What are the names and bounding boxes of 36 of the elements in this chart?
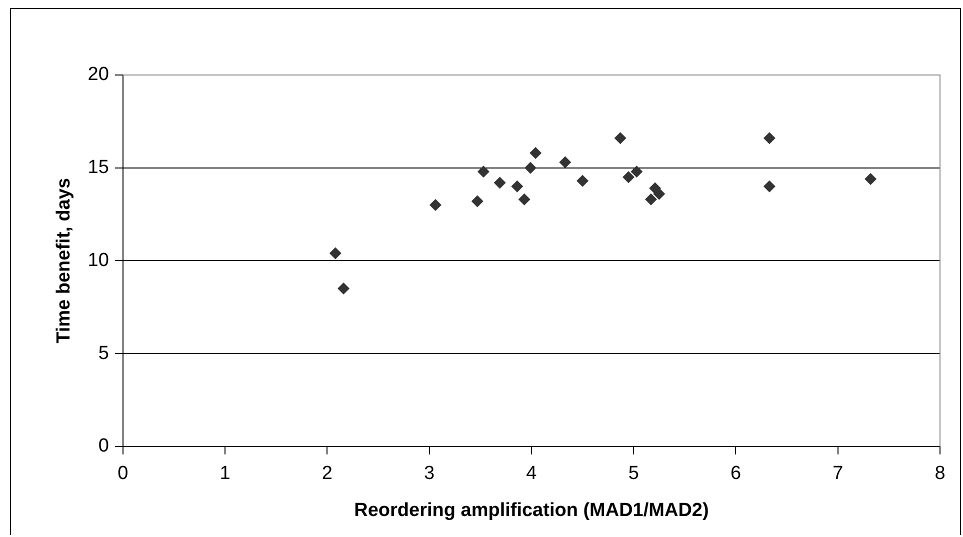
point bbox=[494, 176, 506, 189]
point bbox=[559, 156, 572, 168]
point bbox=[630, 166, 643, 178]
x-axis-title: Reordering amplification (MAD1/MAD2) bbox=[354, 500, 709, 521]
point bbox=[477, 166, 490, 178]
x-tick-label: 5 bbox=[628, 463, 639, 484]
point bbox=[329, 247, 342, 260]
point bbox=[653, 188, 666, 200]
x-tick-label: 6 bbox=[730, 463, 742, 484]
point bbox=[524, 162, 536, 174]
point bbox=[864, 172, 877, 185]
point bbox=[530, 146, 542, 159]
x-tick-label: 8 bbox=[934, 463, 946, 484]
y-tick-label: 20 bbox=[88, 64, 109, 86]
point bbox=[518, 193, 530, 206]
x-tick-label: 0 bbox=[118, 463, 128, 484]
x-tick-label: 7 bbox=[832, 463, 844, 484]
y-axis-title: Time benefit, days bbox=[54, 178, 75, 344]
point bbox=[338, 282, 350, 295]
point bbox=[763, 132, 776, 144]
y-tick-label: 0 bbox=[98, 436, 109, 457]
x-tick-label: 3 bbox=[424, 463, 435, 484]
point bbox=[644, 193, 657, 206]
point bbox=[576, 174, 589, 187]
y-tick-label: 10 bbox=[88, 250, 109, 271]
x-tick-label: 2 bbox=[322, 463, 332, 484]
y-tick-label: 15 bbox=[88, 157, 109, 178]
point bbox=[622, 171, 634, 184]
point bbox=[471, 195, 484, 208]
point bbox=[429, 198, 442, 211]
x-tick-label: 4 bbox=[526, 463, 538, 484]
y-tick-label: 5 bbox=[98, 342, 109, 364]
point bbox=[511, 180, 524, 192]
x-tick-label: 1 bbox=[220, 463, 230, 484]
point bbox=[614, 132, 626, 144]
point bbox=[763, 180, 776, 192]
